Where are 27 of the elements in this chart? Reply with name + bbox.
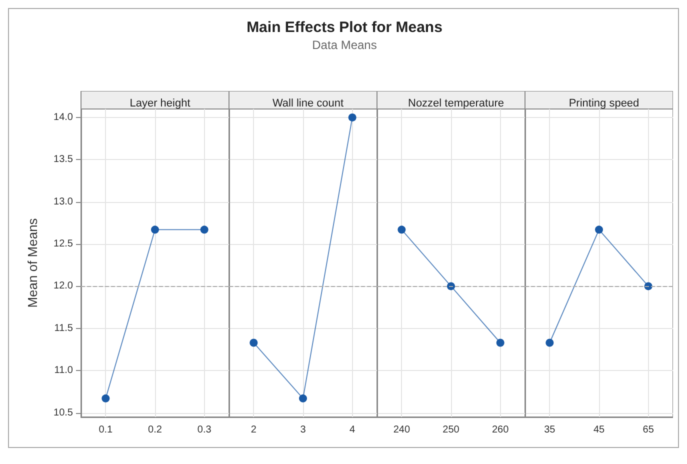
- x-tick-label: 3: [300, 424, 306, 436]
- y-tick-label: 10.5: [54, 407, 74, 418]
- x-tick-label: 0.1: [98, 424, 114, 436]
- y-tick-label: 13.0: [54, 196, 74, 208]
- y-tick-label: 11.0: [54, 365, 74, 376]
- x-tick-label: 250: [442, 424, 460, 436]
- y-tick-label: 13.5: [54, 154, 74, 166]
- chart-title: Nozzel temperature: [408, 98, 504, 110]
- y-tick-label: 12.0: [54, 280, 74, 292]
- x-tick-label: 2: [250, 424, 257, 436]
- x-tick-label: 35: [544, 424, 556, 436]
- x-tick-label: 45: [593, 424, 605, 436]
- text: Main Effects Plot for Means: [246, 19, 444, 36]
- y-tick-label: 12.5: [54, 238, 74, 250]
- y-axis-title: Mean of Means: [25, 218, 40, 308]
- chart-title: Wall line count: [272, 98, 344, 110]
- chart-title: Layer height: [130, 98, 190, 110]
- x-tick-label: 65: [642, 424, 654, 436]
- x-tick-label: 240: [393, 424, 410, 436]
- x-tick-label: 260: [492, 424, 510, 436]
- x-tick-label: 0.2: [148, 424, 162, 436]
- chart-title: Printing speed: [568, 98, 640, 110]
- x-tick-label: 4: [350, 424, 356, 436]
- y-tick-label: 11.5: [54, 322, 74, 334]
- text: Data Means: [311, 38, 378, 52]
- y-tick-label: 14.0: [54, 112, 74, 123]
- x-tick-label: 0.3: [197, 424, 212, 436]
